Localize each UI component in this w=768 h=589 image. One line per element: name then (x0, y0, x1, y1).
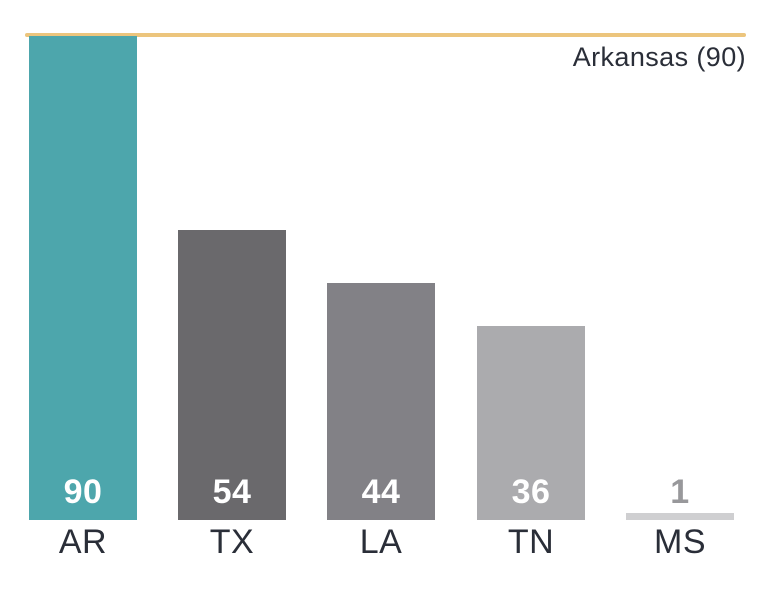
value-label-TX: 54 (212, 473, 252, 511)
category-label-AR: AR (58, 523, 108, 561)
bar-column-TN: 36 TN (477, 0, 585, 589)
annotation-label: Arkansas (90) (572, 42, 746, 72)
bar-column-MS: 1 MS (626, 0, 734, 589)
bar-column-AR: 90 AR (29, 0, 137, 589)
reference-line (25, 33, 746, 37)
value-label-AR: 90 (63, 473, 103, 511)
value-label-MS: 1 (670, 473, 690, 511)
bar-TN (477, 326, 585, 520)
bar-MS (626, 513, 734, 520)
category-label-LA: LA (359, 523, 403, 561)
bar-column-TX: 54 TX (178, 0, 286, 589)
bar-AR (29, 36, 137, 520)
value-label-LA: 44 (361, 473, 401, 511)
value-label-TN: 36 (511, 473, 551, 511)
category-label-TN: TN (507, 523, 555, 561)
bar-LA (327, 283, 435, 520)
category-label-MS: MS (654, 523, 706, 561)
category-label-TX: TX (209, 523, 255, 561)
bar-column-LA: 44 LA (327, 0, 435, 589)
bar-TX (178, 230, 286, 520)
